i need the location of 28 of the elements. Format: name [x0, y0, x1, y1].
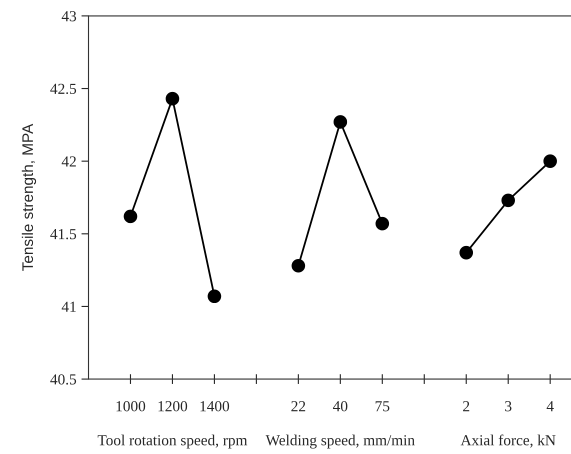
point — [124, 210, 138, 224]
y-tick-label: 43 — [62, 11, 76, 22]
x-tick-label: 1200 — [158, 401, 188, 412]
text: Welding speed, mm/min — [266, 434, 415, 449]
y-axis-title: Tensile strength, MPA — [22, 124, 36, 271]
point — [459, 246, 474, 260]
text: Axial force, kN — [460, 434, 556, 448]
x-tick-label: 22 — [291, 401, 306, 412]
text: Tool rotation speed, rpm — [98, 434, 248, 448]
point — [166, 92, 180, 106]
y-tick-label: 41 — [62, 302, 76, 312]
y-tick-label: 42 — [62, 156, 76, 166]
x-tick-label: 40 — [332, 401, 348, 412]
point — [208, 290, 222, 304]
point — [376, 216, 390, 230]
x-tick-label: 75 — [376, 401, 390, 412]
point — [501, 194, 515, 208]
point — [543, 154, 557, 168]
y-tick-label: 40.5 — [50, 374, 76, 385]
point — [334, 115, 348, 129]
x-tick-label: 1000 — [116, 401, 146, 412]
y-tick-label: 42.5 — [50, 84, 76, 94]
x-tick-label: 2 — [463, 401, 470, 412]
x-tick-label: 4 — [546, 401, 554, 412]
point — [292, 259, 306, 273]
x-tick-label: 3 — [505, 401, 512, 412]
y-tick-label: 41.5 — [50, 229, 76, 240]
x-tick-label: 1400 — [200, 401, 230, 412]
